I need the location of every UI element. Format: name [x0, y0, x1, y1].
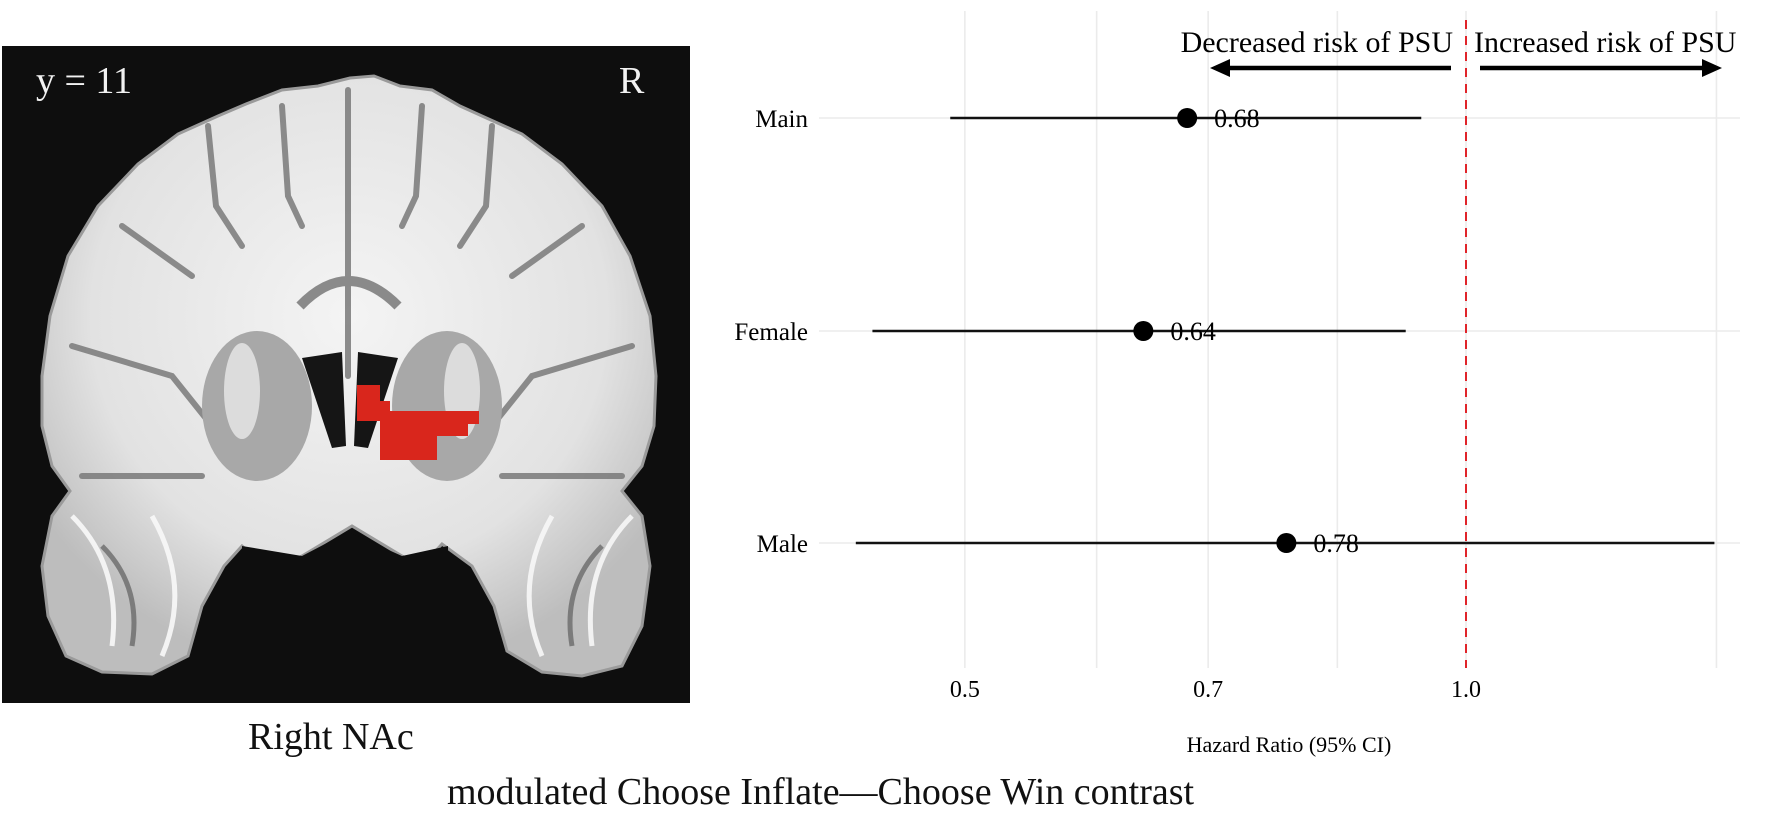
- point-estimate-dot: [1177, 108, 1198, 128]
- region-label: Right NAc: [248, 716, 414, 758]
- vertical-gridlines: [964, 11, 1718, 668]
- point-estimate-label: 0.78: [1313, 529, 1359, 558]
- forest-rows: Main 0.68 Female 0.64 Male 0.78: [734, 104, 1715, 558]
- row-label: Main: [755, 106, 808, 133]
- x-tick-label: 0.5: [950, 677, 980, 703]
- x-axis-title: Hazard Ratio (95% CI): [1187, 732, 1392, 757]
- x-axis-ticks: 0.5 0.7 1.0: [950, 677, 1481, 703]
- point-estimate-dot: [1133, 321, 1154, 341]
- forest-row-main: Main 0.68: [755, 104, 1422, 133]
- row-label: Female: [734, 319, 808, 346]
- decreased-risk-label: Decreased risk of PSU: [1181, 26, 1454, 59]
- brain-slice-image: y = 11 R: [2, 46, 690, 703]
- x-tick-label: 0.7: [1193, 677, 1223, 703]
- increased-risk-label: Increased risk of PSU: [1474, 26, 1737, 59]
- forest-row-male: Male 0.78: [757, 529, 1715, 558]
- point-estimate-label: 0.68: [1214, 104, 1260, 133]
- forest-row-female: Female 0.64: [734, 317, 1406, 346]
- orientation-label: R: [619, 60, 645, 102]
- x-tick-label: 1.0: [1451, 677, 1481, 703]
- left-arrow-icon: [1210, 59, 1451, 77]
- figure-caption: modulated Choose Inflate—Choose Win cont…: [447, 771, 1195, 813]
- right-arrow-icon: [1480, 59, 1722, 77]
- coronal-brain-icon: [40, 74, 658, 703]
- slice-coordinate-label: y = 11: [36, 60, 133, 102]
- row-label: Male: [757, 531, 808, 558]
- nac-highlight-region: [357, 385, 479, 460]
- point-estimate-label: 0.64: [1170, 317, 1216, 346]
- point-estimate-dot: [1276, 533, 1297, 553]
